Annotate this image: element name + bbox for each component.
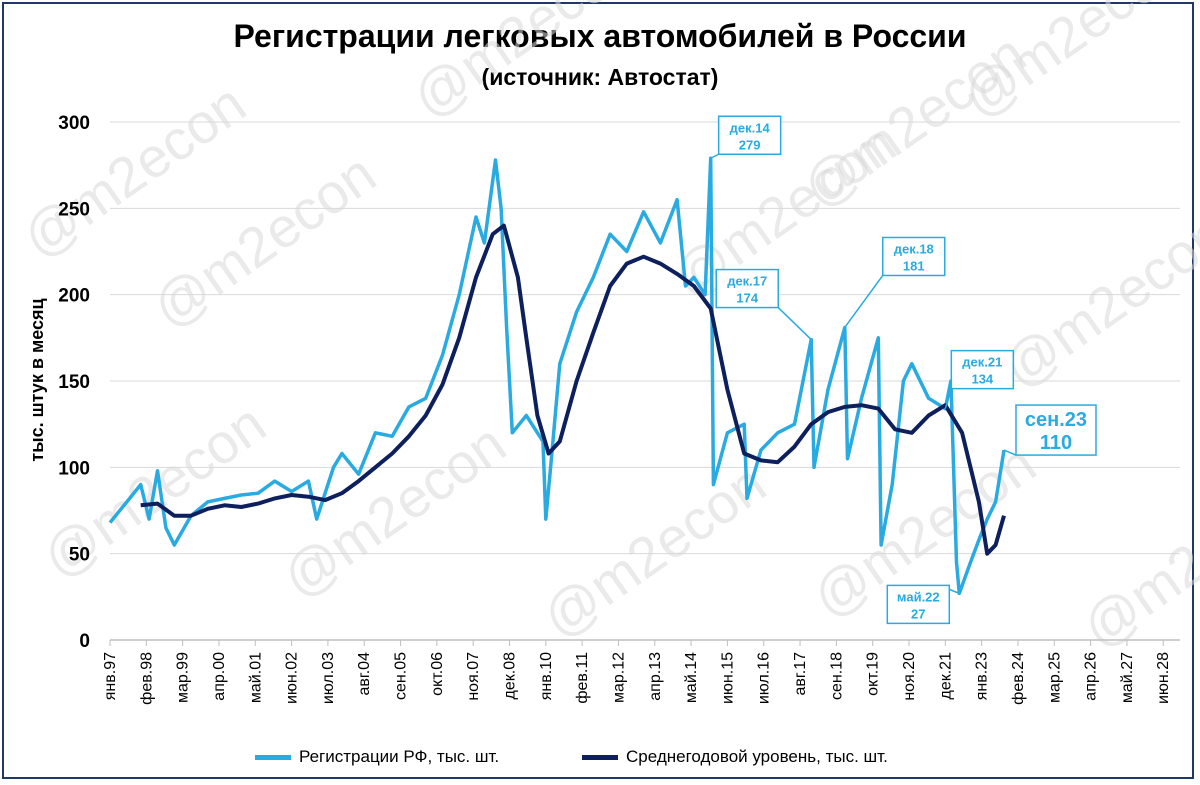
x-tick-label: мар.12 [610,652,627,703]
annotation-leader [844,275,884,328]
series-layer [108,156,1006,596]
x-tick-label: май.14 [683,652,700,703]
x-tick-label: ноя.20 [901,652,918,701]
annotation-date-label: дек.17 [727,274,767,289]
legend-item-avg: Среднегодовой уровень, тыс. шт. [582,744,888,770]
series-line-average [140,223,1006,556]
annotation-box [1015,404,1097,456]
watermark-text: @m2econ [951,0,1197,130]
annotation-box [886,584,951,625]
x-tick-label: апр.26 [1083,652,1100,701]
annotation-leader [949,588,960,595]
legend-swatch-avg [582,754,618,760]
x-tick-label: авг.04 [356,652,373,696]
x-tick-label: янв.97 [102,652,119,700]
legend-label-raw: Регистрации РФ, тыс. шт. [299,747,500,766]
x-tick-label: июн.02 [284,652,301,704]
x-tick-label: мар.25 [1046,652,1063,703]
annotation-leader [710,153,719,159]
series-line-registrations [108,156,1006,596]
x-tick-label: апр.13 [647,652,664,701]
annotation-leader [944,388,953,409]
x-tick-label: июл.16 [756,652,773,704]
x-tick-label: сен.05 [393,652,410,700]
annotation-box [950,349,1015,390]
y-tick-label: 50 [69,545,90,566]
x-tick-label: окт.19 [865,652,882,696]
annotation-leader [777,307,812,341]
legend-item-raw: Регистрации РФ, тыс. шт. [255,744,499,770]
annotation-date-label: дек.21 [962,355,1002,370]
annotation-value-label: 27 [911,606,925,621]
x-tick-label: дек.08 [502,652,519,700]
annotation-date-label: дек.18 [894,241,934,256]
annotation-date-label: дек.14 [730,120,771,135]
y-tick-label: 100 [58,458,90,479]
annotation-value-label: 181 [903,258,925,273]
annotations-layer: дек.14 279 дек.17 174 дек.18 181 дек.21 134 май.… [710,115,1097,625]
x-tick-label: фев.98 [138,652,155,705]
x-tick-label: янв.23 [974,652,991,700]
annotation-box [717,115,782,156]
x-tick-label: фев.11 [574,652,591,704]
x-tick-label: окт.06 [429,652,446,696]
x-tick-label: июн.15 [719,652,736,704]
y-tick-label: 0 [79,631,90,652]
x-tick-label: сен.18 [828,652,845,700]
legend-swatch-raw [255,754,291,760]
legend: Регистрации РФ, тыс. шт. Среднегодовой у… [0,744,1200,770]
x-tick-label: янв.10 [538,652,555,700]
annotation-leader [1003,449,1017,456]
watermark-text: @m2econ [991,201,1200,399]
axes: 0 50 100 150 200 250 300 янв.97 фев.98 мар.99 апр.… [58,113,1180,705]
x-tick-label: июн.28 [1155,652,1172,704]
x-tick-label: июл.03 [320,652,337,704]
chart-title: Регистрации легковых автомобилей в Росси… [233,18,967,54]
x-tick-label: апр.00 [211,652,228,701]
annotation-date-label: май.22 [897,589,940,604]
annotation-value-label: 110 [1040,432,1072,454]
y-tick-label: 200 [58,286,90,307]
legend-label-avg: Среднегодовой уровень, тыс. шт. [626,747,888,766]
x-tick-label: мар.99 [175,652,192,703]
y-tick-label: 150 [58,372,90,393]
y-axis-label: тыс. штук в месяц [27,298,47,461]
x-tick-label: дек.21 [937,652,954,700]
y-tick-label: 300 [58,113,90,134]
x-tick-label: фев.24 [1010,652,1027,705]
x-tick-label: авг.17 [792,652,809,696]
watermark-text: @m2econ [1071,461,1200,659]
watermark-text: @m2econ [401,0,647,130]
chart-subtitle: (источник: Автостат) [481,64,719,90]
x-tick-label: май.01 [247,652,264,703]
annotation-value-label: 174 [736,291,758,306]
y-tick-label: 250 [58,199,90,220]
annotation-box [882,236,946,277]
watermark-text: @m2econ [531,451,777,649]
annotation-box [715,268,779,309]
watermark-layer: @m2econ@m2econ@m2econ@m2econ@m2econ@m2ec… [11,0,1200,660]
annotation-date-label: сен.23 [1025,409,1087,431]
annotation-value-label: 134 [971,372,993,387]
annotation-value-label: 279 [739,137,761,152]
x-tick-label: ноя.07 [465,652,482,701]
watermark-text: @m2econ [271,411,517,609]
x-tick-label: май.27 [1119,652,1136,703]
